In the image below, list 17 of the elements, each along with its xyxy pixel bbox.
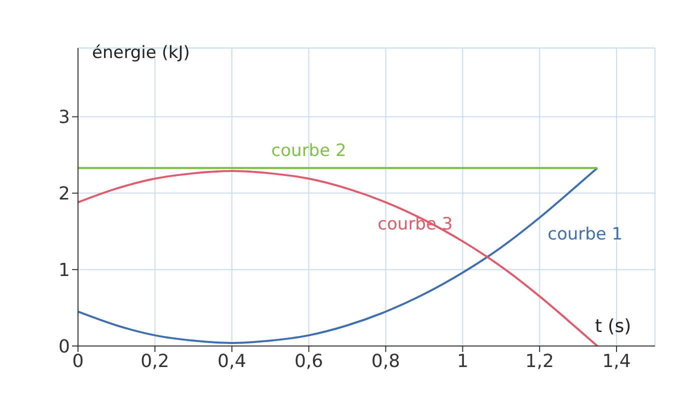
x-tick-label: 1 [456,350,468,372]
y-axis-title: énergie (kJ) [92,43,190,63]
x-tick-label: 0,6 [294,350,324,372]
y-tick-label: 3 [58,107,70,128]
x-tick-label: 0,4 [218,350,246,372]
series-label: courbe 1 [548,224,623,245]
series-label: courbe 3 [378,214,453,234]
x-tick-label: 0 [72,350,84,372]
x-tick-label: 0,2 [140,350,170,372]
x-tick-label: 1,2 [525,350,554,372]
x-tick-label: 0,8 [371,350,400,372]
y-tick-label: 0 [58,336,70,358]
x-axis-title: t (s) [595,316,632,337]
y-tick-label: 2 [58,184,70,205]
y-tick-label: 1 [58,260,70,281]
x-tick-label: 1,4 [602,350,631,372]
series-label: courbe 2 [271,140,346,161]
